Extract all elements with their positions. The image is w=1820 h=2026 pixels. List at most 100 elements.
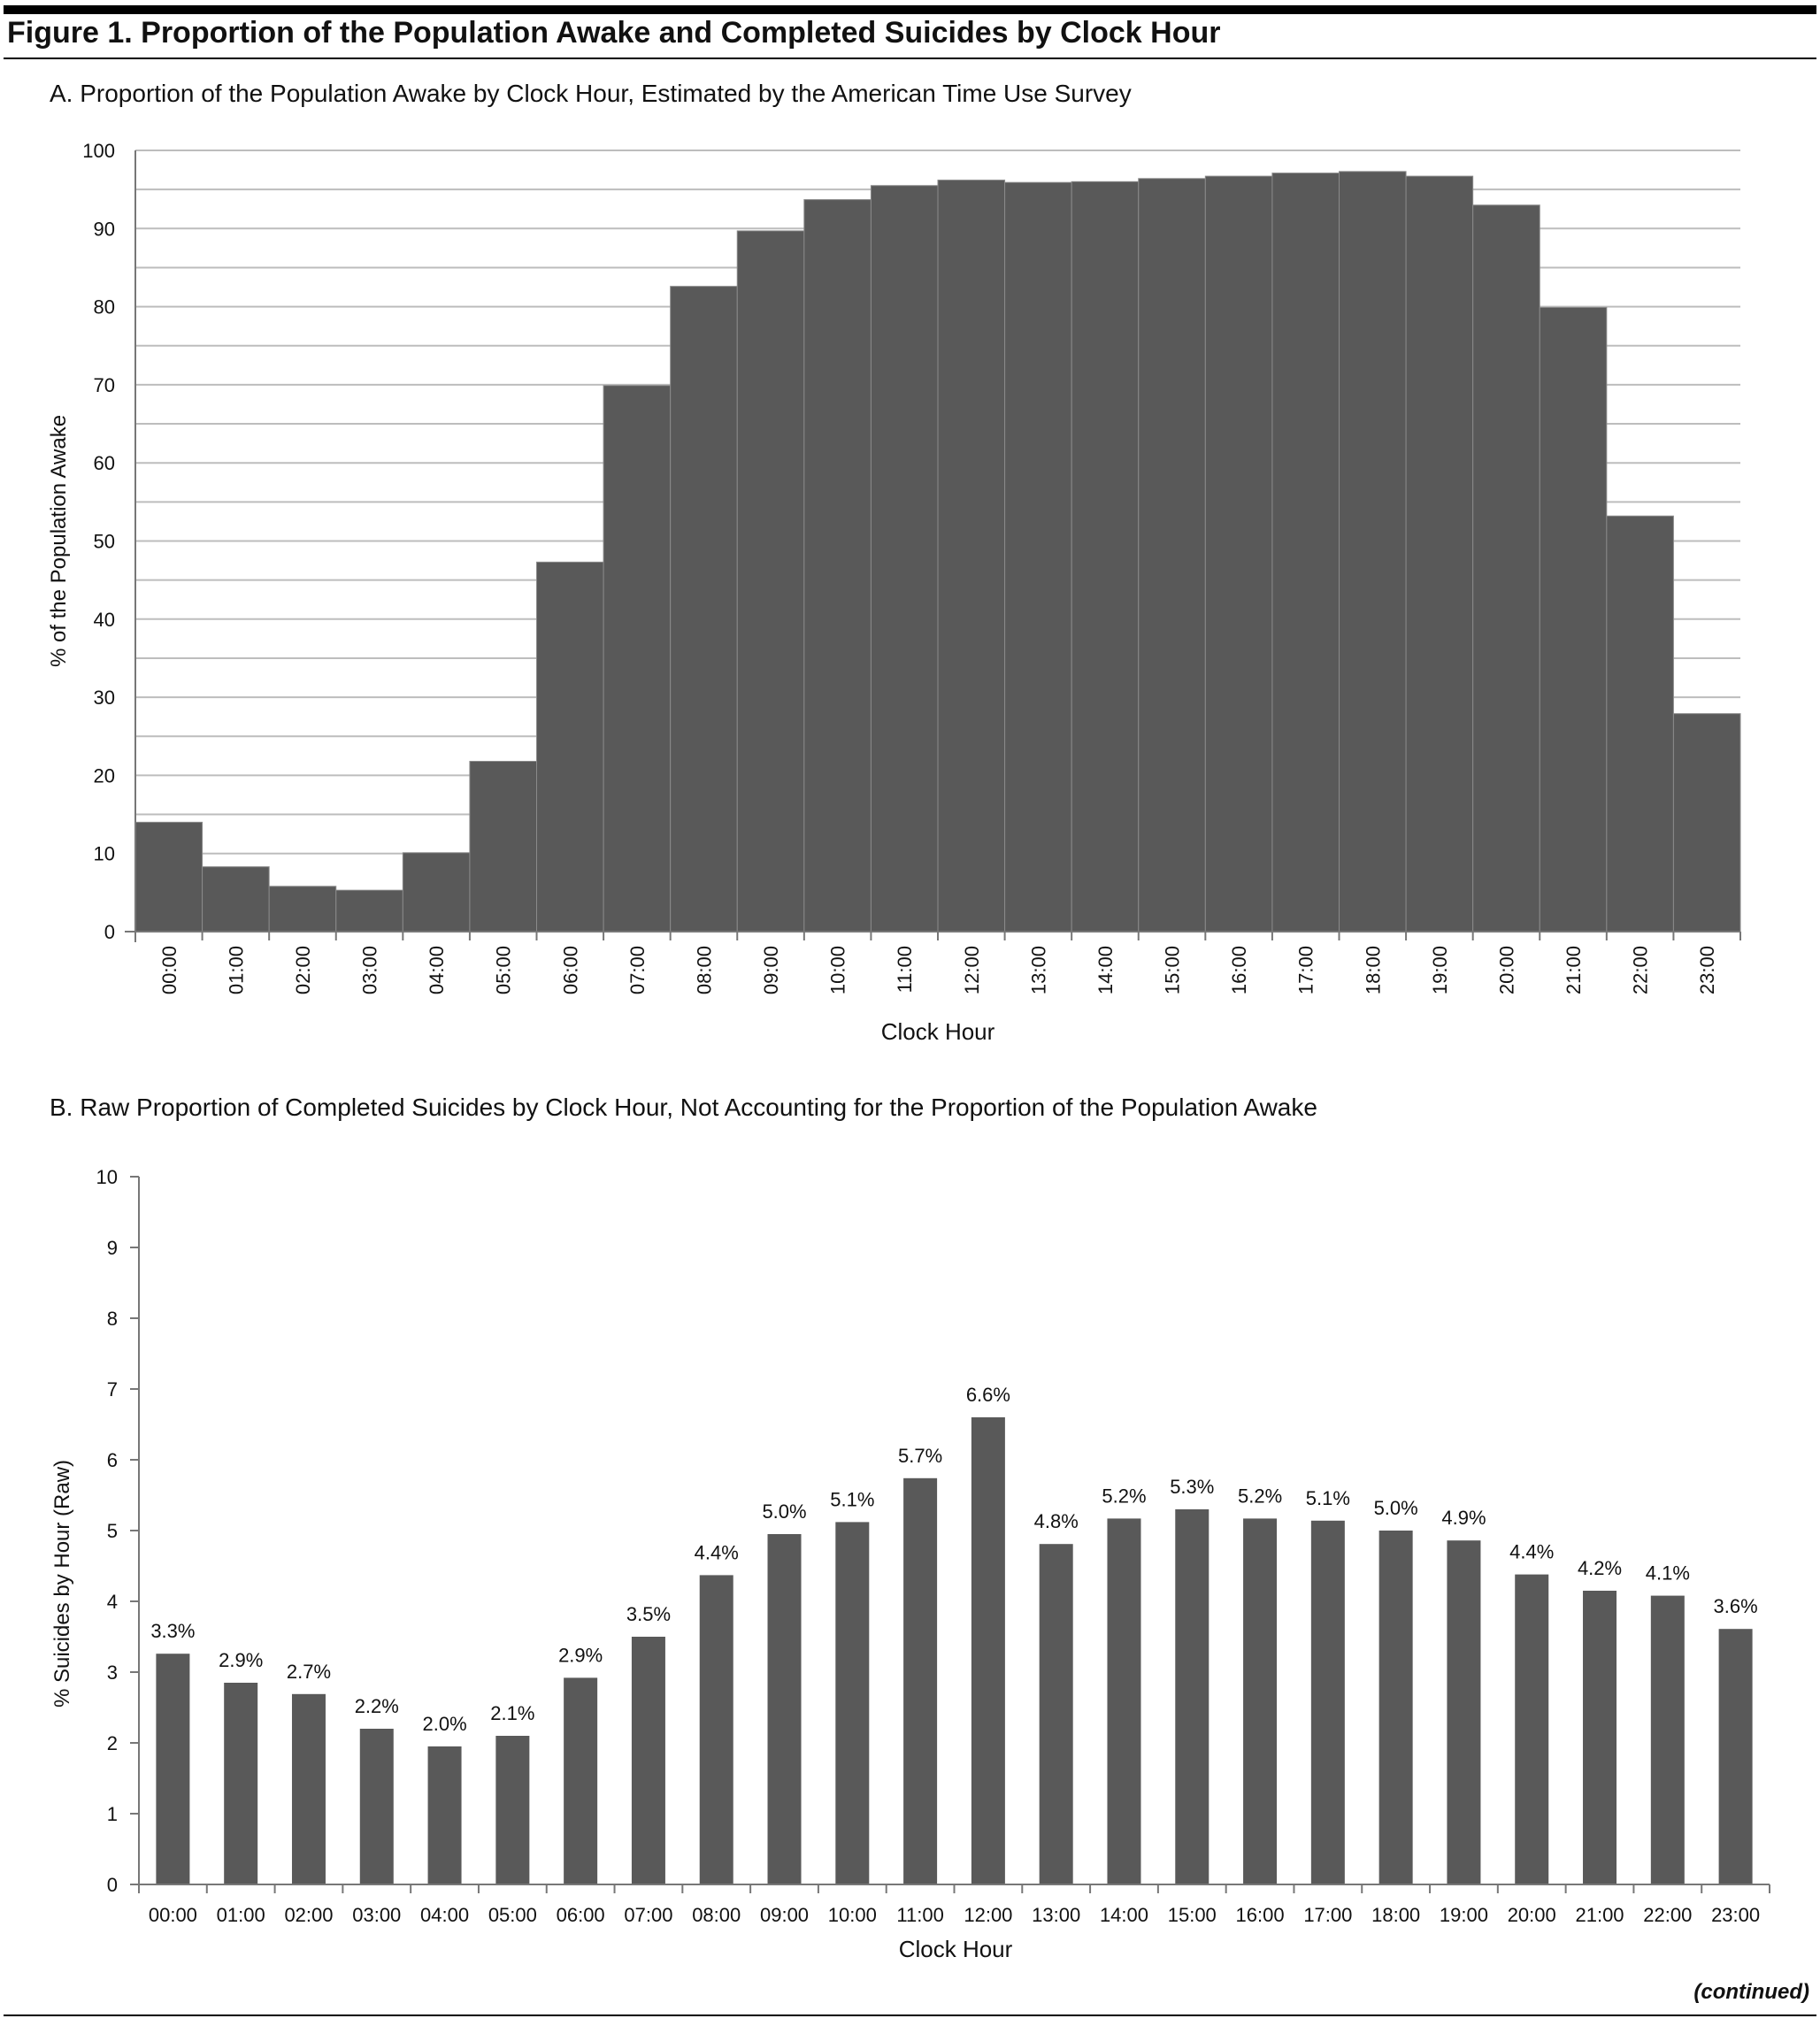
bar bbox=[603, 385, 672, 932]
bar bbox=[1339, 171, 1407, 932]
bar bbox=[1107, 1518, 1141, 1884]
bar bbox=[427, 1746, 462, 1884]
bar bbox=[1472, 204, 1540, 932]
x-tick-label: 19:00 bbox=[1429, 946, 1451, 994]
x-tick-label: 06:00 bbox=[559, 946, 581, 994]
bar bbox=[495, 1736, 530, 1884]
bar bbox=[937, 180, 1006, 932]
bar bbox=[1539, 306, 1608, 932]
x-tick-label: 08:00 bbox=[693, 946, 715, 994]
y-tick-label: 3 bbox=[107, 1661, 118, 1684]
x-tick-label: 21:00 bbox=[1575, 1904, 1624, 1926]
x-tick-label: 15:00 bbox=[1168, 1904, 1217, 1926]
bar bbox=[1004, 181, 1072, 932]
x-tick-label: 09:00 bbox=[760, 946, 782, 994]
x-tick-label: 07:00 bbox=[626, 946, 649, 994]
continued-note: (continued) bbox=[1693, 1980, 1809, 2004]
x-tick-label: 00:00 bbox=[158, 946, 180, 994]
bar bbox=[670, 286, 738, 932]
y-tick-label: 10 bbox=[94, 843, 115, 865]
bottom-rule bbox=[4, 2014, 1816, 2016]
bar bbox=[803, 199, 872, 932]
data-label: 5.1% bbox=[1306, 1487, 1350, 1509]
x-tick-label: 02:00 bbox=[284, 1904, 333, 1926]
data-label: 2.2% bbox=[355, 1695, 399, 1717]
bar bbox=[1378, 1531, 1413, 1884]
x-tick-label: 06:00 bbox=[557, 1904, 605, 1926]
y-tick-label: 9 bbox=[107, 1237, 118, 1259]
data-label: 4.4% bbox=[695, 1541, 739, 1563]
x-tick-label: 05:00 bbox=[493, 946, 515, 994]
x-tick-label: 17:00 bbox=[1303, 1904, 1352, 1926]
data-label: 2.1% bbox=[490, 1702, 534, 1724]
title-rule bbox=[4, 58, 1816, 59]
top-rule bbox=[4, 5, 1816, 14]
data-label: 3.5% bbox=[626, 1603, 671, 1625]
y-axis-title: % Suicides by Hour (Raw) bbox=[50, 1460, 74, 1708]
data-label: 5.3% bbox=[1170, 1476, 1214, 1498]
bar bbox=[1243, 1518, 1278, 1884]
bar bbox=[1310, 1520, 1345, 1884]
bar bbox=[536, 561, 604, 932]
bar bbox=[1204, 175, 1273, 932]
bar bbox=[870, 185, 939, 932]
bar bbox=[291, 1693, 326, 1884]
bar bbox=[134, 821, 204, 932]
x-tick-label: 03:00 bbox=[359, 946, 381, 994]
x-tick-label: 08:00 bbox=[692, 1904, 741, 1926]
panel-b-title: B. Raw Proportion of Completed Suicides … bbox=[50, 1094, 1317, 1121]
bar bbox=[469, 761, 538, 932]
panel-a-chart: 0 10 20 30 40 50 60 70 80 90 100 00:00 01:00 02:00 03:… bbox=[47, 140, 1741, 1045]
x-tick-label: 22:00 bbox=[1630, 946, 1652, 994]
x-tick-label: 09:00 bbox=[760, 1904, 809, 1926]
x-tick-label: 11:00 bbox=[896, 1904, 943, 1926]
data-label: 4.8% bbox=[1034, 1510, 1079, 1532]
bar bbox=[1606, 515, 1674, 932]
x-tick-label: 23:00 bbox=[1711, 1904, 1760, 1926]
y-tick-label: 0 bbox=[104, 921, 115, 943]
x-tick-label: 13:00 bbox=[1027, 946, 1049, 994]
x-tick-label: 23:00 bbox=[1696, 946, 1718, 994]
y-tick-label: 8 bbox=[107, 1308, 118, 1330]
x-tick-label: 16:00 bbox=[1236, 1904, 1285, 1926]
y-axis-title: % of the Population Awake bbox=[47, 415, 71, 667]
y-tick-label: 40 bbox=[94, 609, 115, 631]
x-tick-label: 15:00 bbox=[1162, 946, 1184, 994]
x-tick-label: 03:00 bbox=[352, 1904, 401, 1926]
data-label: 3.6% bbox=[1714, 1595, 1758, 1617]
bar bbox=[1650, 1595, 1685, 1884]
bar bbox=[1447, 1540, 1481, 1884]
bar bbox=[699, 1575, 733, 1884]
data-label: 5.2% bbox=[1102, 1485, 1146, 1507]
data-label: 6.6% bbox=[966, 1384, 1010, 1406]
y-tick-label: 20 bbox=[94, 764, 115, 787]
x-tick-label: 05:00 bbox=[488, 1904, 537, 1926]
data-label: 2.9% bbox=[558, 1644, 603, 1666]
x-axis-title: Clock Hour bbox=[899, 1936, 1013, 1962]
y-tick-label: 90 bbox=[94, 218, 115, 240]
x-tick-label: 12:00 bbox=[964, 1904, 1012, 1926]
y-tick-label: 7 bbox=[107, 1378, 118, 1401]
bar bbox=[835, 1522, 870, 1884]
bar bbox=[1405, 175, 1474, 932]
y-tick-label: 100 bbox=[82, 140, 115, 162]
data-label: 4.9% bbox=[1441, 1507, 1486, 1529]
data-label: 4.4% bbox=[1509, 1541, 1554, 1563]
data-label: 5.0% bbox=[1374, 1497, 1418, 1519]
y-tick-label: 70 bbox=[94, 374, 115, 396]
bar bbox=[1039, 1544, 1073, 1884]
bar bbox=[224, 1683, 258, 1884]
x-tick-label: 14:00 bbox=[1094, 946, 1117, 994]
data-label: 2.7% bbox=[287, 1661, 331, 1683]
x-tick-label: 00:00 bbox=[149, 1904, 197, 1926]
y-tick-label: 10 bbox=[96, 1166, 118, 1188]
y-tick-label: 5 bbox=[107, 1520, 118, 1542]
bar bbox=[1175, 1509, 1209, 1884]
data-label: 2.9% bbox=[219, 1649, 263, 1671]
bar bbox=[631, 1637, 665, 1884]
bar bbox=[1271, 173, 1340, 932]
x-axis-title: Clock Hour bbox=[881, 1018, 995, 1045]
bar bbox=[1672, 713, 1741, 932]
x-tick-label: 01:00 bbox=[217, 1904, 265, 1926]
x-tick-label: 20:00 bbox=[1508, 1904, 1556, 1926]
